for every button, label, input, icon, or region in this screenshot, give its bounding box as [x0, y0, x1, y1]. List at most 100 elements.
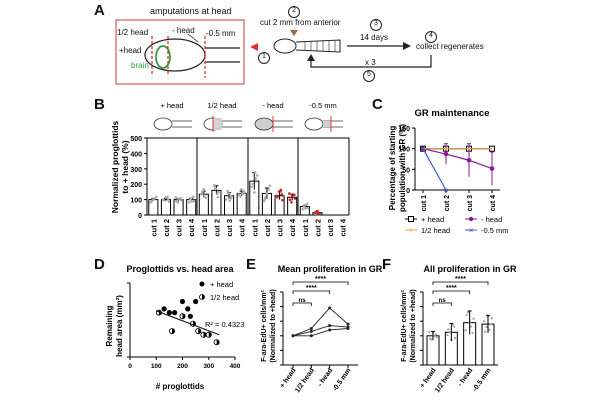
b-data-point [290, 194, 294, 198]
b-data-point [241, 192, 244, 195]
b-data-point [177, 197, 180, 201]
label-brain: brain [131, 61, 149, 70]
f-data-point [465, 313, 468, 317]
c-ylabel-line1: Percentage of starting [388, 126, 397, 211]
worm-head-icon [153, 117, 173, 131]
d-point-plus-head [166, 310, 172, 316]
c-legend-label: 1/2 head [421, 226, 450, 235]
worm-head-shape [144, 38, 206, 72]
c-point-circle [466, 157, 472, 163]
c-legend-label: + head [421, 215, 444, 224]
b-data-point [288, 198, 292, 202]
e-series-line [293, 328, 349, 337]
label-plus-head: +head [119, 46, 142, 55]
b-data-point [268, 184, 272, 188]
b-ylabel-line2: to + head (%) [120, 140, 130, 193]
b-data-point [314, 210, 318, 214]
d-plot-area: 0 100 200 300 400 R² = 0.4323 + head 1/2 head [127, 280, 244, 370]
b-group-label: - head [262, 101, 283, 110]
b-ytick-label: 500 [130, 136, 142, 143]
d-point-plus-head [187, 313, 193, 319]
c-ytick-label: 150 [398, 126, 410, 133]
c-point-circle [443, 151, 449, 157]
b-data-point [227, 191, 230, 195]
b-ylabel-line1: Normalized proglottids [110, 120, 120, 213]
pointer-05mm [187, 33, 199, 43]
c-ytick-label: 100 [398, 147, 410, 154]
step-3-text: 14 days [360, 33, 389, 42]
c-series-line [422, 148, 447, 191]
c-ytick-label: 50 [402, 167, 410, 174]
c-point-circle [489, 166, 495, 171]
f-data-point [453, 325, 456, 328]
f-data-point [485, 325, 488, 329]
cut-marker-icon [290, 30, 298, 36]
b-data-point [316, 211, 320, 215]
b-xtick-label: cut 1 [250, 219, 259, 237]
c-plot-area: 0 50 100 150 cut 1 cut 2 cut 3 cut 4 × × + head - h… [398, 126, 508, 235]
b-data-point [192, 195, 195, 199]
b-data-point [179, 196, 183, 200]
b-xtick-label: cut 1 [149, 219, 158, 237]
e-sig-bracket [292, 290, 331, 294]
b-data-point [215, 192, 219, 196]
brain-outline [155, 45, 171, 69]
f-title: All proliferation in GR [423, 264, 517, 274]
b-data-point [238, 195, 242, 198]
panel-label-d: D [94, 256, 105, 273]
b-xtick-label: cut 4 [238, 218, 247, 236]
f-sig-bracket [432, 290, 471, 294]
b-ytick-label: 200 [130, 182, 142, 189]
repeat-text: x 3 [365, 58, 376, 67]
step-1-circle [258, 52, 270, 64]
c-legend-label: -0.5 mm [481, 226, 509, 235]
b-xtick-label: cut 4 [339, 218, 348, 236]
b-xtick-label: cut 2 [313, 219, 322, 237]
arrowhead-14-days-icon [403, 42, 411, 50]
c-ytick-label: 0 [406, 188, 410, 195]
step-2-number: 2 [292, 7, 296, 14]
b-data-point [229, 196, 233, 200]
b-ytick-label: 400 [130, 151, 142, 158]
b-data-point [287, 192, 291, 195]
d-point-plus-head [185, 306, 191, 312]
b-xtick-label: cut 1 [200, 219, 209, 237]
b-data-point [204, 196, 208, 200]
b-data-point [281, 198, 284, 202]
c-point-x: × [444, 186, 449, 195]
d-xtick-label: 400 [230, 363, 241, 370]
b-group-label: 1/2 head [207, 101, 236, 110]
f-data-point [447, 328, 450, 331]
e-series-line [292, 325, 349, 337]
d-point-half-fill [203, 332, 207, 338]
step-4-circle [425, 31, 437, 43]
e-sig-label: ns [299, 298, 307, 304]
e-sig-bracket [292, 302, 312, 306]
panel-label-f: F [382, 256, 392, 273]
f-sig-bracket [432, 302, 452, 306]
e-ylabel-line1: F-ara-EdU+ cells/mm² [261, 289, 268, 361]
b-xtick-label: cut 4 [288, 218, 297, 236]
e-sig-bracket [292, 281, 349, 285]
c-xtick-label: cut 2 [444, 195, 451, 211]
label-minus-05mm: -0.5 mm [206, 29, 236, 38]
b-data-point [280, 192, 284, 196]
b-xtick-label: cut 1 [301, 219, 310, 237]
f-data-point [446, 333, 449, 337]
b-data-point [290, 200, 293, 204]
b-ytick-label: 100 [130, 198, 142, 205]
step-2-circle [288, 6, 300, 18]
worm-segments [304, 40, 336, 52]
b-group-label: -0.5 mm [309, 101, 337, 110]
b-data-point [253, 191, 256, 194]
e-title: Mean proliferation in GR [278, 264, 383, 274]
c-legend-label: - head [481, 215, 502, 224]
d-point-plus-head [161, 306, 167, 312]
b-data-point [203, 194, 206, 197]
c-xtick-label: cut 1 [421, 195, 428, 211]
